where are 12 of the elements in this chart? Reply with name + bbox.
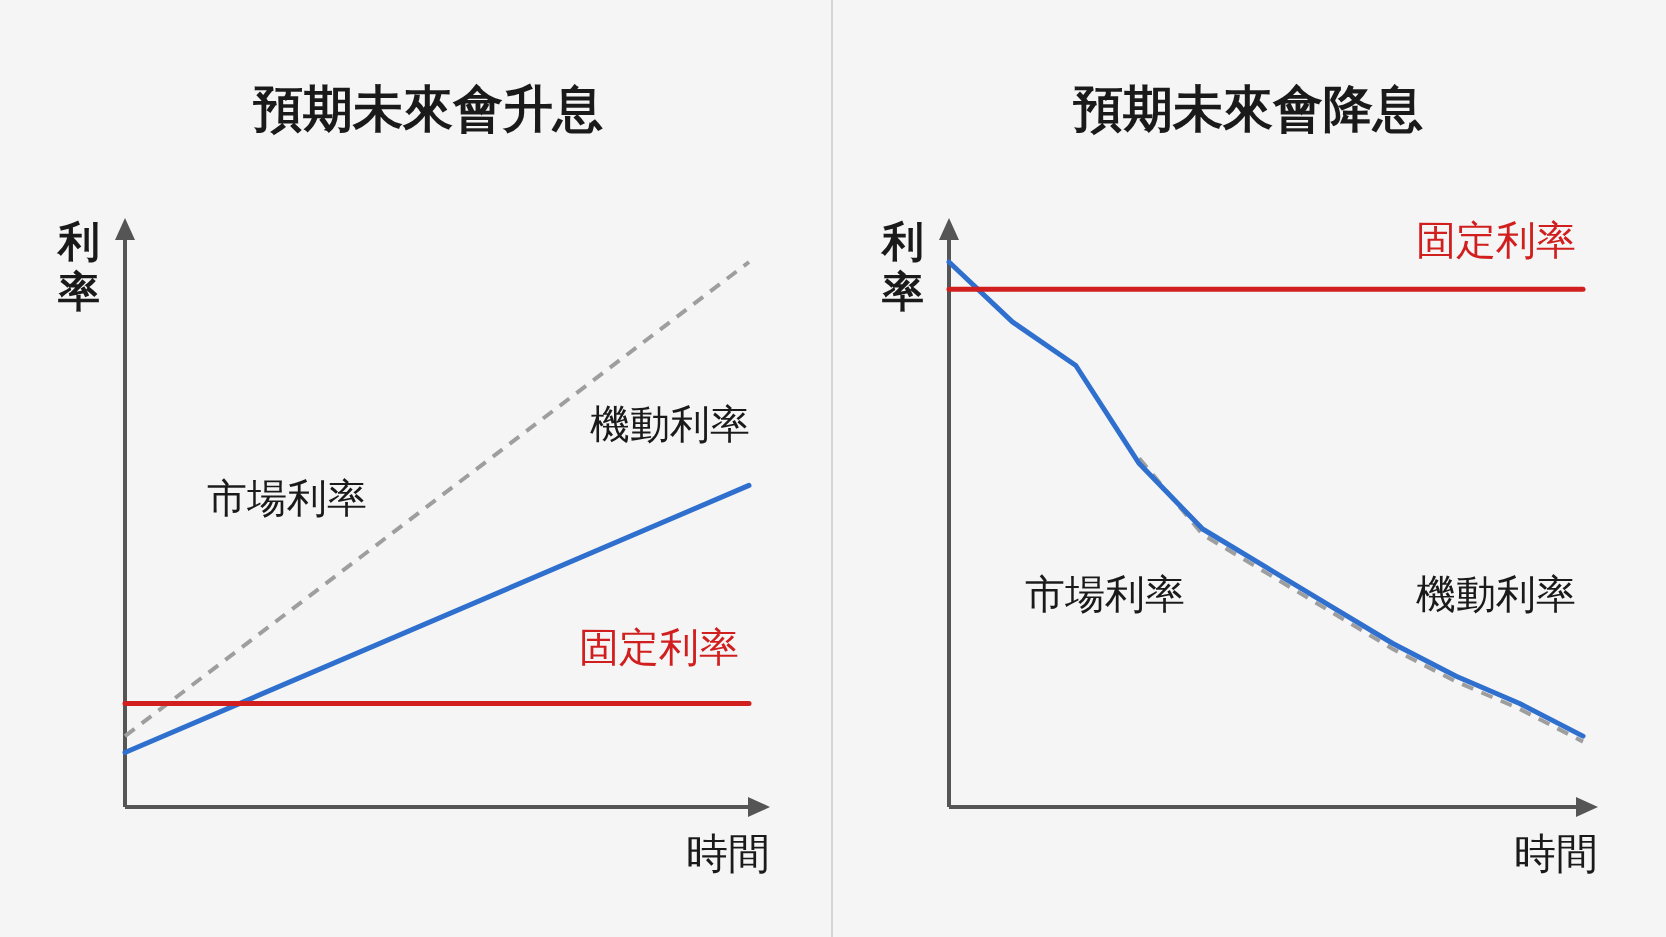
series-label: 市場利率	[1025, 571, 1185, 617]
series-label: 機動利率	[590, 401, 750, 447]
series-label: 機動利率	[1416, 571, 1576, 617]
chart-title: 預期未來會升息	[253, 80, 603, 138]
series-label: 固定利率	[1416, 217, 1576, 263]
series-label: 市場利率	[207, 475, 367, 521]
chart-title: 預期未來會降息	[1073, 80, 1423, 138]
y-axis-title: 利率	[880, 217, 924, 316]
series-label: 固定利率	[579, 624, 739, 670]
x-axis-title: 時間	[686, 829, 770, 878]
y-axis-title: 利率	[56, 217, 100, 316]
x-axis-title: 時間	[1514, 829, 1598, 878]
